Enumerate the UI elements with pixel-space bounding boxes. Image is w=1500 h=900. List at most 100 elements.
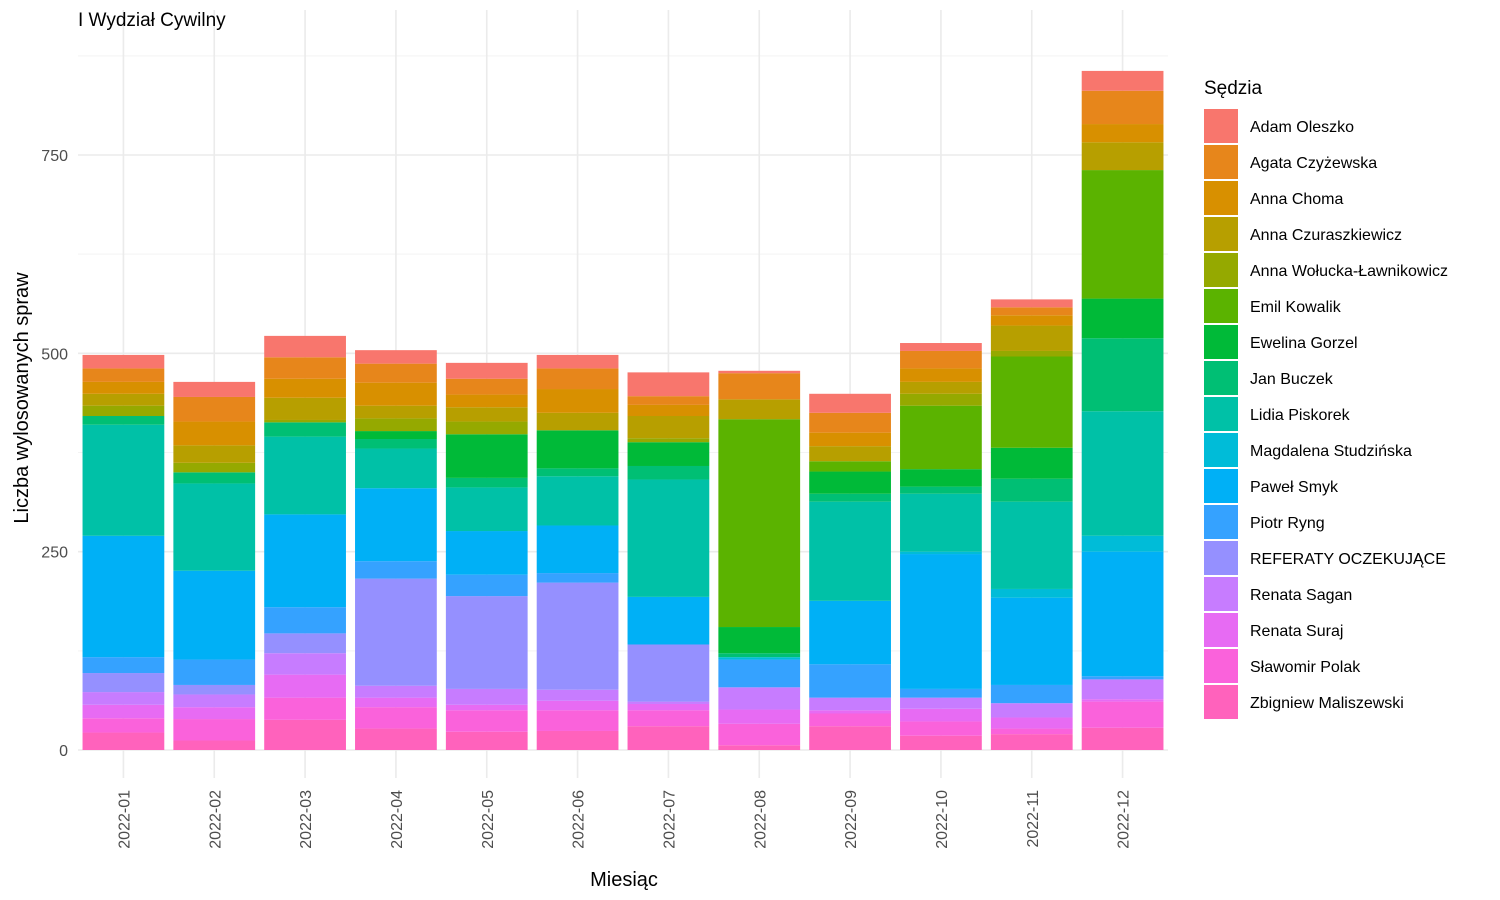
legend-swatch [1204, 109, 1238, 143]
bar-segment [990, 325, 1073, 351]
bar-segment [264, 719, 346, 750]
bar-segment [627, 644, 710, 702]
bar-segment [900, 343, 982, 351]
bar-segment [900, 708, 982, 722]
legend: Sędzia Adam Oleszko Agata Czyżewska Anna C… [1204, 78, 1448, 719]
bar-segment [627, 404, 710, 417]
legend-swatch [1204, 469, 1238, 503]
bar-segment [536, 354, 619, 369]
bar-segment [627, 479, 710, 597]
bar-segment [536, 573, 619, 583]
legend-label: Renata Sagan [1250, 587, 1352, 604]
bar-segment [536, 476, 619, 526]
bar-segment [1081, 170, 1164, 299]
bar-segment [355, 728, 437, 750]
bar-segment [264, 653, 346, 675]
bar-segment [809, 600, 891, 665]
bar-segment [900, 486, 982, 494]
bar-segment [990, 728, 1073, 735]
bar-segment [990, 684, 1073, 704]
bar-segment [445, 434, 528, 478]
bar-segment [264, 397, 346, 420]
bar-segment [82, 692, 165, 705]
y-axis-title: Liczba wylosowanych spraw [11, 272, 33, 524]
bar-segment [1081, 676, 1164, 680]
bar-segment [264, 357, 346, 379]
bar-segment [445, 704, 528, 711]
bar-segment [990, 501, 1073, 589]
y-tick-label: 250 [41, 545, 68, 562]
bar-segment [990, 597, 1073, 685]
bar-segment [445, 596, 528, 689]
y-tick-label: 0 [59, 743, 68, 760]
bar-segment [536, 700, 619, 711]
legend-label: Adam Oleszko [1250, 119, 1354, 136]
bar-segment [82, 535, 165, 658]
bar-segment [627, 416, 710, 439]
bar-segment [990, 717, 1073, 729]
bar-segment [900, 697, 982, 709]
bar-segment [264, 335, 346, 358]
legend-swatch [1204, 613, 1238, 647]
bar-segment [627, 442, 710, 466]
bar-segment [355, 363, 437, 383]
bar-segment [990, 588, 1073, 598]
bar-segment [809, 432, 891, 447]
bar-segment [173, 472, 256, 484]
bar-segment [173, 684, 256, 695]
legend-label: Renata Suraj [1250, 623, 1343, 640]
bar-segment [173, 740, 256, 750]
bar-segment [536, 412, 619, 431]
bar-segment [718, 370, 801, 374]
bars [82, 70, 1164, 750]
bar-segment [718, 373, 801, 400]
bar-segment [173, 719, 256, 741]
legend-swatch [1204, 397, 1238, 431]
y-tick-label: 750 [41, 148, 68, 165]
bar-segment [445, 710, 528, 732]
x-tick-label: 2022-12 [1116, 790, 1133, 849]
bar-segment [82, 405, 165, 417]
legend-swatch [1204, 181, 1238, 215]
bar-segment [173, 694, 256, 708]
legend-label: Piotr Ryng [1250, 515, 1325, 532]
bar-segment [900, 721, 982, 736]
legend-swatch [1204, 433, 1238, 467]
legend-label: Paweł Smyk [1250, 479, 1339, 496]
bar-segment [627, 726, 710, 750]
bar-segment [990, 350, 1073, 357]
bar-segment [1081, 90, 1164, 125]
bar-segment [355, 431, 437, 440]
bar-segment [718, 687, 801, 710]
bar-segment [1081, 142, 1164, 171]
bar-segment [536, 468, 619, 477]
bar-segment [445, 574, 528, 597]
legend-label: Agata Czyżewska [1250, 155, 1377, 172]
legend-label: Sławomir Polak [1250, 659, 1361, 676]
bar-segment [627, 396, 710, 405]
bar-segment [82, 657, 165, 674]
legend-swatch [1204, 649, 1238, 683]
bar-segment [1081, 699, 1164, 702]
bar-segment [627, 701, 710, 704]
bar-segment [445, 421, 528, 435]
x-tick-label: 2022-03 [298, 790, 315, 849]
legend-swatch [1204, 145, 1238, 179]
bar-segment [355, 697, 437, 708]
bar-segment [445, 688, 528, 705]
bar-segment [990, 307, 1073, 316]
bar-segment [1081, 298, 1164, 339]
bar-segment [900, 554, 982, 689]
bar-segment [809, 710, 891, 714]
bar-segment [1081, 124, 1164, 143]
bar-segment [718, 745, 801, 750]
bar-segment [536, 430, 619, 469]
bar-segment [536, 689, 619, 701]
bar-segment [536, 389, 619, 413]
legend-swatch [1204, 541, 1238, 575]
bar-segment [900, 393, 982, 406]
bar-segment [82, 368, 165, 382]
bar-segment [264, 436, 346, 515]
bar-segment [536, 730, 619, 750]
